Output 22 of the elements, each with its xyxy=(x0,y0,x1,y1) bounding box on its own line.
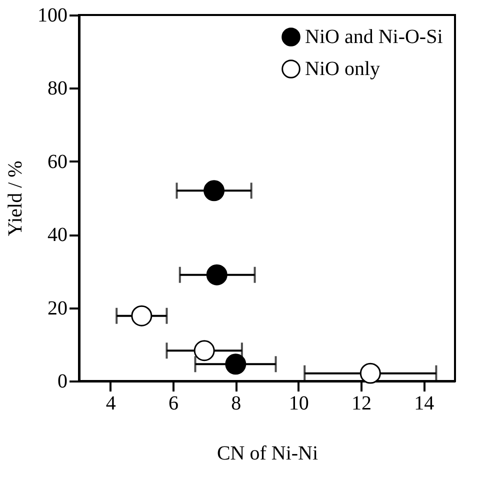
y-tick-label: 60 xyxy=(48,150,68,173)
x-tick-label: 4 xyxy=(106,392,116,414)
x-tick-label: 12 xyxy=(352,392,372,414)
x-tick-label: 14 xyxy=(414,392,434,414)
y-tick-label: 0 xyxy=(58,370,68,392)
point xyxy=(131,305,152,326)
legend-label: NiO and Ni-O-Si xyxy=(305,26,444,48)
x-tick-label: 6 xyxy=(168,392,178,414)
point xyxy=(204,180,225,202)
x-tick-label: 10 xyxy=(288,392,309,414)
y-axis-title: Yield / % xyxy=(4,160,26,236)
legend-label: NiO only xyxy=(305,58,380,80)
point xyxy=(194,340,215,362)
y-tick-label: 100 xyxy=(38,4,68,26)
point xyxy=(206,264,228,286)
y-tick-label: 80 xyxy=(48,78,68,100)
x-axis-title: CN of Ni-Ni xyxy=(216,442,318,464)
x-tick-label: 8 xyxy=(231,392,242,414)
point xyxy=(225,354,246,375)
y-tick-label: 40 xyxy=(48,224,68,246)
y-tick-label: 20 xyxy=(48,297,68,320)
point xyxy=(360,362,381,384)
